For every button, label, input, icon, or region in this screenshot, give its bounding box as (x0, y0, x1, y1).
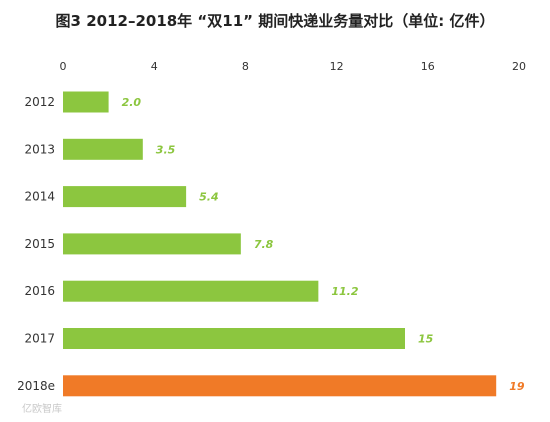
value-label: 3.5 (156, 143, 176, 156)
x-tick-label: 4 (151, 60, 158, 73)
bar-2014 (63, 186, 187, 208)
value-label: 19 (509, 380, 525, 393)
category-label: 2015 (24, 237, 55, 251)
bar-2018e (63, 375, 497, 397)
x-tick-label: 16 (421, 60, 435, 73)
x-tick-label: 20 (512, 60, 526, 73)
category-labels: 2012 2013 2014 2015 2016 2017 2018e (17, 95, 55, 393)
bars (63, 91, 497, 397)
value-label: 11.2 (331, 285, 358, 298)
bar-2013 (63, 138, 143, 160)
category-label: 2012 (24, 95, 55, 109)
value-label: 2.0 (122, 96, 142, 109)
bar-2012 (63, 91, 109, 113)
x-tick-label: 0 (60, 60, 67, 73)
value-labels: 2.0 3.5 5.4 7.8 11.2 15 19 (122, 96, 525, 393)
category-label: 2014 (24, 190, 55, 204)
value-label: 5.4 (199, 191, 219, 204)
watermark-text: 亿欧智库 (22, 402, 62, 415)
category-label: 2017 (24, 332, 55, 346)
category-label: 2016 (24, 284, 55, 298)
category-label: 2013 (24, 142, 55, 156)
bar-2017 (63, 328, 405, 349)
bar-2016 (63, 280, 319, 302)
x-tick-label: 8 (242, 60, 249, 73)
bar-2015 (63, 233, 241, 255)
category-label: 2018e (17, 379, 55, 393)
value-label: 15 (418, 333, 434, 346)
x-axis-ticks: 0 4 8 12 16 20 (60, 60, 527, 73)
chart-title: 图3 2012–2018年 “双11” 期间快递业务量对比（单位: 亿件） (56, 12, 495, 30)
x-tick-label: 12 (330, 60, 344, 73)
value-label: 7.8 (254, 238, 274, 251)
